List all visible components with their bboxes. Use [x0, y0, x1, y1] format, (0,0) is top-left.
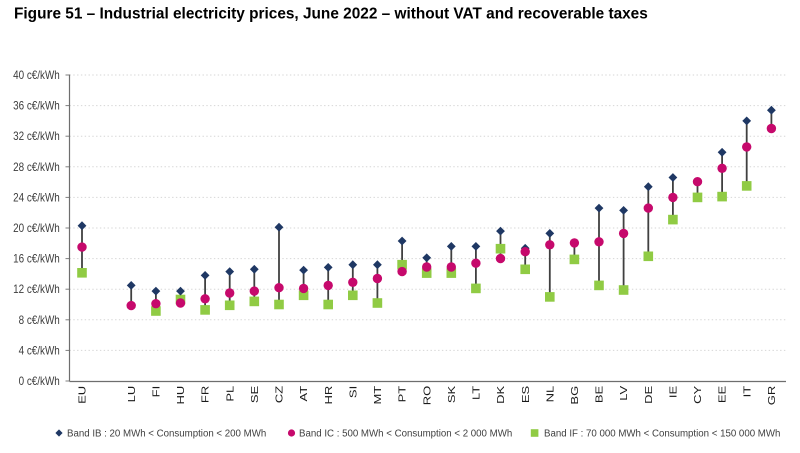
svg-text:MT: MT: [373, 386, 383, 405]
svg-text:BG: BG: [570, 386, 580, 405]
svg-text:SE: SE: [250, 385, 260, 403]
svg-text:Band IC : 500 MWh < Consumptio: Band IC : 500 MWh < Consumption < 2 000 …: [299, 428, 512, 439]
svg-text:GR: GR: [767, 386, 777, 405]
svg-text:Figure 51 – Industrial electri: Figure 51 – Industrial electricity price…: [14, 5, 648, 22]
svg-text:36 c€/kWh: 36 c€/kWh: [13, 100, 60, 113]
svg-text:PT: PT: [398, 386, 408, 403]
svg-text:24 c€/kWh: 24 c€/kWh: [13, 192, 60, 205]
svg-text:Band IB : 20 MWh < Consumption: Band IB : 20 MWh < Consumption < 200 MWh: [67, 428, 266, 439]
svg-text:DK: DK: [496, 385, 506, 403]
svg-text:PL: PL: [226, 385, 236, 402]
svg-text:ES: ES: [521, 385, 531, 403]
svg-text:HU: HU: [176, 386, 186, 405]
svg-text:Band IF : 70 000 MWh < Consump: Band IF : 70 000 MWh < Consumption < 150…: [544, 428, 780, 439]
svg-text:0 c€/kWh: 0 c€/kWh: [19, 375, 60, 388]
svg-text:LT: LT: [472, 386, 482, 400]
svg-text:AT: AT: [299, 386, 309, 402]
svg-text:CY: CY: [693, 385, 703, 403]
svg-text:IT: IT: [743, 386, 753, 398]
svg-text:32 c€/kWh: 32 c€/kWh: [13, 131, 60, 144]
svg-text:28 c€/kWh: 28 c€/kWh: [13, 161, 60, 174]
svg-text:DE: DE: [644, 385, 654, 403]
svg-text:LV: LV: [619, 385, 629, 400]
svg-text:CZ: CZ: [275, 386, 285, 403]
svg-text:FR: FR: [201, 386, 211, 403]
svg-text:40 c€/kWh: 40 c€/kWh: [13, 69, 60, 82]
svg-text:EE: EE: [718, 385, 728, 403]
svg-text:SI: SI: [349, 386, 359, 398]
svg-text:NL: NL: [546, 385, 556, 402]
svg-text:20 c€/kWh: 20 c€/kWh: [13, 222, 60, 235]
svg-text:LU: LU: [127, 386, 137, 403]
svg-text:RO: RO: [423, 386, 433, 406]
svg-text:12 c€/kWh: 12 c€/kWh: [13, 284, 60, 297]
svg-text:16 c€/kWh: 16 c€/kWh: [13, 253, 60, 266]
svg-text:HR: HR: [324, 386, 334, 405]
svg-text:FI: FI: [152, 386, 162, 398]
svg-text:8 c€/kWh: 8 c€/kWh: [19, 314, 60, 327]
svg-text:BE: BE: [595, 385, 605, 403]
svg-text:EU: EU: [78, 386, 88, 404]
svg-text:IE: IE: [669, 385, 679, 398]
svg-text:SK: SK: [447, 385, 457, 403]
svg-text:4 c€/kWh: 4 c€/kWh: [19, 345, 60, 358]
